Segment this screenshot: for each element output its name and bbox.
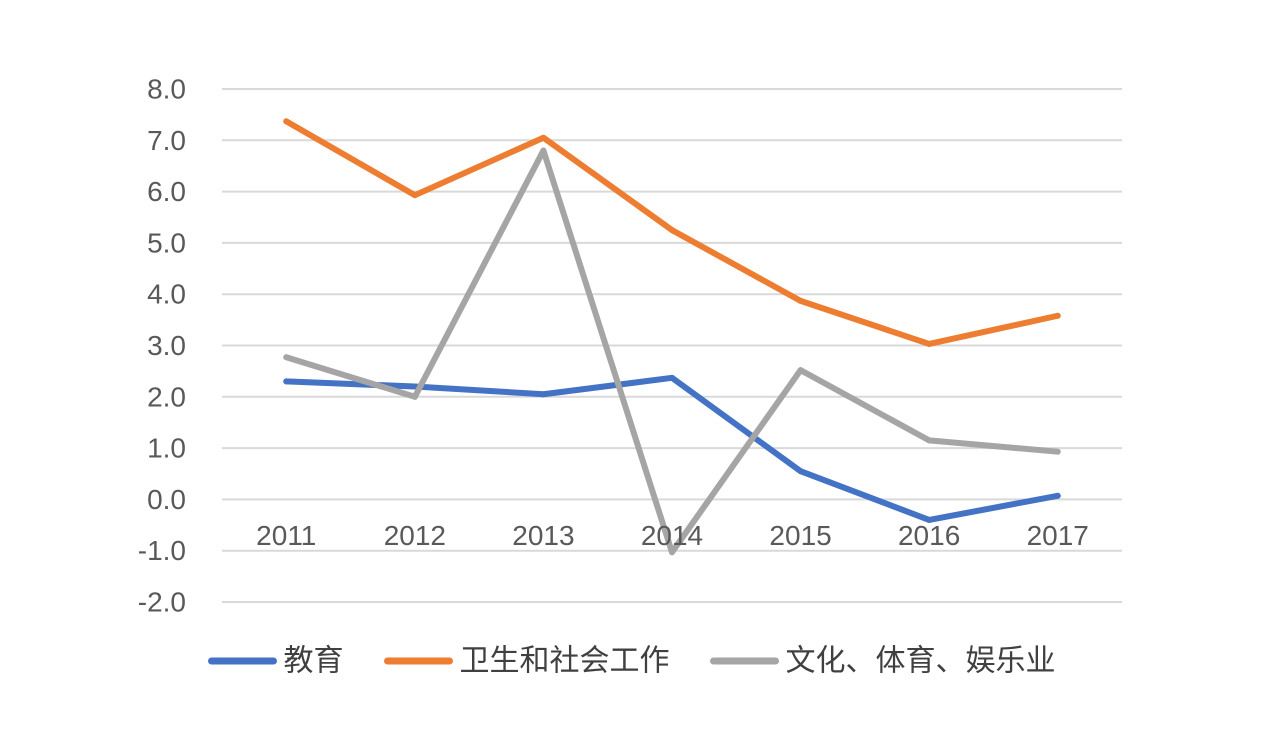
data-point [669,549,675,556]
x-axis-ticks: 2011 2012 2013 2014 2015 2016 2017 [256,520,1089,551]
x-tick-label: 2011 [256,520,316,551]
data-point [926,437,933,444]
legend-label: 文化、体育、娱乐业 [786,644,1056,679]
data-point [283,378,290,385]
legend-label: 卫生和社会工作 [460,644,670,679]
y-tick-label: -1.0 [138,535,186,566]
data-point [669,227,675,234]
y-tick-label: 7.0 [147,125,186,156]
data-point [283,118,290,125]
series-line-2 [283,147,1061,556]
data-point [411,192,418,199]
data-point [669,374,675,381]
y-axis-ticks: 8.0 7.0 6.0 5.0 4.0 3.0 2.0 1.0 0.0 -1.0 -2.0 [138,74,186,618]
legend-item-1: 卫生和社会工作 [384,644,670,679]
data-point [797,367,804,374]
data-point [1054,448,1061,455]
x-tick-label: 2015 [769,520,831,551]
legend: 教育 卫生和社会工作 文化、体育、娱乐业 [208,644,1056,679]
y-tick-label: 8.0 [147,74,186,105]
x-tick-label: 2012 [384,520,446,551]
y-tick-label: 4.0 [147,279,186,310]
data-point [411,393,418,400]
legend-item-0: 教育 [208,644,344,679]
data-point [926,340,933,347]
x-tick-label: 2017 [1027,520,1089,551]
data-point [1054,312,1061,319]
y-tick-label: -2.0 [138,587,186,618]
data-point [283,354,290,361]
data-point [926,516,933,523]
data-point [540,147,547,154]
data-point [540,391,547,398]
y-tick-label: 6.0 [147,176,186,207]
x-tick-label: 2013 [512,520,574,551]
y-tick-label: 2.0 [147,381,186,412]
y-tick-label: 5.0 [147,227,186,258]
data-point [540,134,547,141]
x-tick-label: 2014 [641,520,703,551]
series-lines [283,118,1061,556]
y-tick-label: 1.0 [147,433,186,464]
gridlines [222,88,1122,603]
y-tick-label: 0.0 [147,484,186,515]
legend-label: 教育 [284,644,344,679]
x-tick-label: 2016 [898,520,960,551]
y-tick-label: 3.0 [147,330,186,361]
legend-item-2: 文化、体育、娱乐业 [710,644,1056,679]
data-point [797,297,804,304]
data-point [797,468,804,475]
data-point [1054,492,1061,499]
